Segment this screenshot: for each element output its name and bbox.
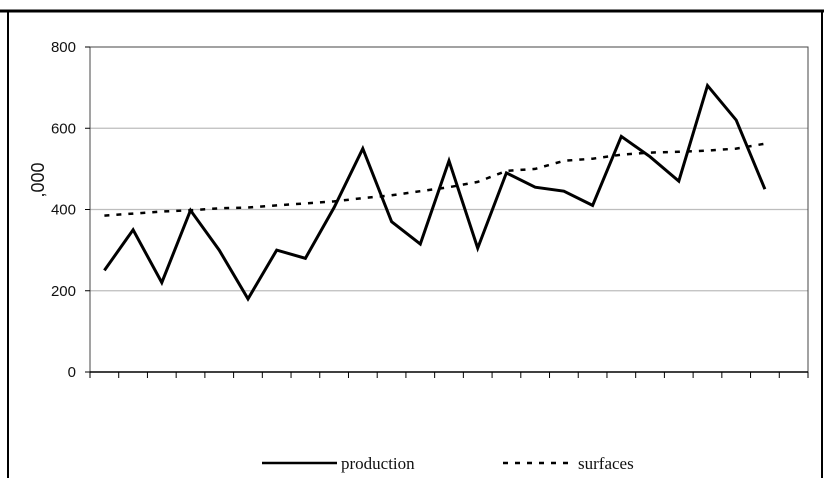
y-tick-label: 600 — [51, 120, 76, 137]
y-tick-label: 0 — [68, 364, 76, 381]
y-axis-label: ,000 — [28, 162, 48, 197]
y-tick-label: 800 — [51, 39, 76, 56]
legend-surfaces-label: surfaces — [578, 454, 634, 473]
legend-production-label: production — [341, 454, 415, 473]
series-line-surfaces — [104, 142, 766, 217]
y-tick-label: 400 — [51, 202, 76, 219]
gridlines — [90, 127, 808, 292]
x-axis-ticks — [89, 371, 809, 378]
series-line-production — [103, 82, 767, 302]
y-axis-ticks: 0 200 400 600 800 — [51, 39, 90, 381]
series-group — [103, 82, 767, 302]
y-tick-label: 200 — [51, 283, 76, 300]
legend: production surfaces — [262, 454, 634, 473]
